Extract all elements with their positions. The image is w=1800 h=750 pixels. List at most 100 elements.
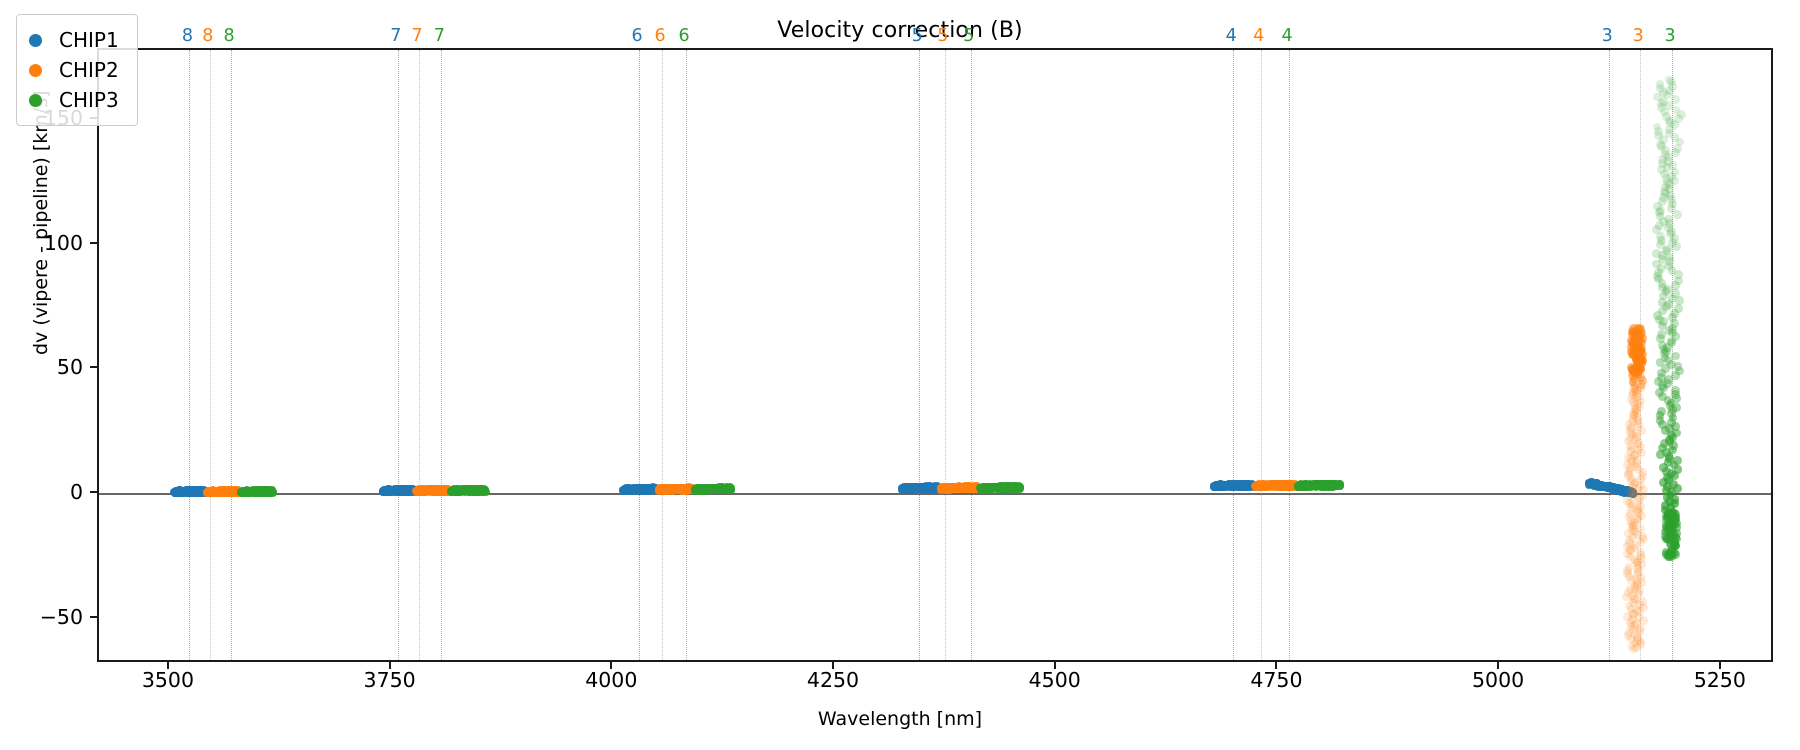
data-point xyxy=(1631,435,1641,444)
data-point xyxy=(1623,436,1633,446)
legend-item-chip1[interactable]: CHIP1 xyxy=(29,25,119,55)
data-point xyxy=(1630,478,1640,488)
data-point xyxy=(1627,634,1636,644)
data-point xyxy=(1624,420,1634,430)
y-tick-mark xyxy=(90,616,97,619)
data-point xyxy=(1629,543,1639,553)
data-point xyxy=(1625,433,1635,443)
legend-item-label: CHIP1 xyxy=(59,28,119,52)
data-point xyxy=(1633,513,1643,523)
data-point xyxy=(1336,482,1345,491)
data-point xyxy=(1626,487,1636,496)
order-number-label: 8 xyxy=(181,26,193,46)
data-point xyxy=(1630,555,1639,565)
data-point xyxy=(1630,527,1640,537)
data-point xyxy=(1636,537,1646,547)
legend-item-chip2[interactable]: CHIP2 xyxy=(29,55,119,85)
data-point xyxy=(1623,611,1633,621)
data-point xyxy=(1628,341,1638,351)
data-point xyxy=(1625,552,1635,562)
data-point xyxy=(1632,455,1641,465)
x-tick-label: 4000 xyxy=(585,668,638,692)
data-point xyxy=(1635,396,1645,406)
x-tick-label: 5250 xyxy=(1693,668,1746,692)
data-point xyxy=(1629,479,1639,489)
data-point xyxy=(1629,411,1639,421)
data-point xyxy=(1639,534,1648,544)
data-point xyxy=(1628,614,1637,624)
data-point xyxy=(1637,349,1647,359)
data-point xyxy=(1625,536,1635,545)
data-point xyxy=(1627,493,1636,502)
data-point xyxy=(1631,429,1641,438)
data-point xyxy=(1624,601,1634,611)
data-point xyxy=(1624,528,1634,538)
data-point xyxy=(1636,553,1646,563)
data-point xyxy=(1632,432,1641,441)
order-number-label: 3 xyxy=(1632,26,1644,46)
y-axis-label: dv (vipere - pipeline) [km/s] xyxy=(30,90,52,355)
x-axis-label: Wavelength [nm] xyxy=(817,708,983,730)
order-guide-line xyxy=(919,50,921,660)
x-tick-label: 3750 xyxy=(363,668,416,692)
order-number-label: 4 xyxy=(1253,26,1265,46)
data-point xyxy=(1631,347,1641,357)
order-guide-line xyxy=(944,50,946,660)
order-number-label: 4 xyxy=(1281,26,1293,46)
data-point xyxy=(1624,470,1634,480)
data-point xyxy=(1634,445,1643,455)
data-point xyxy=(1623,460,1633,470)
data-point xyxy=(1628,430,1638,440)
data-point xyxy=(1627,500,1637,510)
legend[interactable]: CHIP1 CHIP2 CHIP3 xyxy=(16,14,138,126)
order-guide-line xyxy=(662,50,664,660)
x-tick-mark xyxy=(1275,662,1278,669)
legend-item-chip3[interactable]: CHIP3 xyxy=(29,85,119,115)
data-point xyxy=(1628,525,1638,535)
x-tick-label: 3500 xyxy=(141,668,195,692)
order-number-label: 6 xyxy=(654,26,666,46)
data-point xyxy=(1632,556,1642,566)
data-point xyxy=(1629,490,1639,499)
legend-item-label: CHIP3 xyxy=(59,88,119,112)
data-point xyxy=(1630,393,1640,403)
data-point xyxy=(1633,439,1642,449)
data-point xyxy=(1671,280,1680,290)
data-point xyxy=(1636,475,1646,485)
data-point xyxy=(1621,592,1631,602)
data-point xyxy=(1633,589,1643,599)
order-number-label: 8 xyxy=(223,26,235,46)
y-tick-mark xyxy=(90,241,97,244)
data-point xyxy=(1624,588,1633,597)
order-guide-line xyxy=(1233,50,1235,660)
data-point xyxy=(1633,635,1643,645)
data-point xyxy=(1626,427,1635,437)
data-point xyxy=(1630,381,1640,391)
data-point xyxy=(1635,626,1645,636)
data-point xyxy=(1636,481,1645,490)
data-point xyxy=(1638,597,1648,606)
data-point xyxy=(1623,549,1632,559)
data-point xyxy=(1636,548,1646,557)
data-point xyxy=(1633,415,1643,425)
data-point xyxy=(268,488,277,497)
data-point xyxy=(1626,509,1636,519)
data-point xyxy=(1634,586,1644,596)
data-point xyxy=(1626,545,1635,554)
data-point xyxy=(1631,574,1640,584)
data-point xyxy=(1628,414,1638,424)
x-tick-label: 4250 xyxy=(806,668,860,692)
data-point xyxy=(1016,484,1025,493)
data-point xyxy=(1631,558,1641,568)
data-point xyxy=(1635,607,1644,617)
data-point xyxy=(1633,412,1642,422)
y-tick-label: 100 xyxy=(43,230,83,255)
data-point xyxy=(1636,573,1646,583)
data-point xyxy=(1630,518,1640,528)
data-point xyxy=(1633,561,1643,571)
legend-marker-icon xyxy=(29,63,42,77)
order-guide-line xyxy=(1672,50,1674,660)
data-point xyxy=(1634,504,1644,514)
x-tick-mark xyxy=(166,662,169,669)
data-point xyxy=(1626,444,1636,453)
